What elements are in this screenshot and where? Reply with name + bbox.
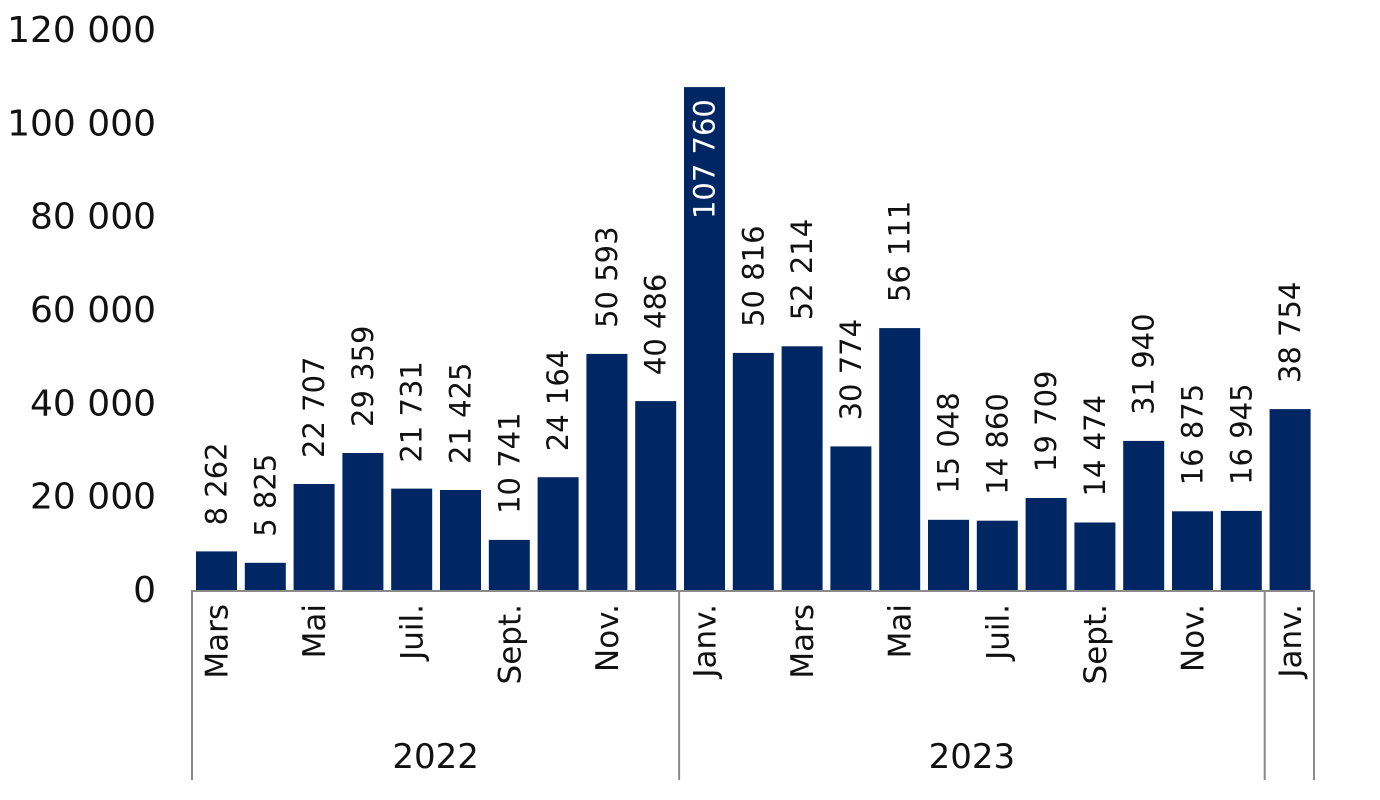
x-tick-label: Janv. (1273, 604, 1309, 680)
y-axis: 0 20 000 40 000 60 000 80 000 100 000 120 000 (7, 10, 156, 611)
bar (976, 520, 1018, 590)
bar (1025, 498, 1067, 590)
bar-value-label: 56 111 (883, 201, 917, 302)
x-tick-label: Mars (785, 604, 821, 679)
bar (1220, 510, 1262, 590)
bar-value-label: 50 816 (736, 225, 770, 326)
bar-value-label: 31 940 (1127, 313, 1161, 414)
x-axis: Mars Mai Juil. Sept. Nov. Janv. Mars Mai Juil. Se… (191, 590, 1315, 780)
bar (440, 490, 481, 590)
bar-value-label: 16 875 (1176, 384, 1210, 485)
x-tick-label: Mars (200, 604, 236, 679)
bar (293, 484, 335, 590)
bar (196, 551, 237, 590)
bar-value-label: 24 164 (541, 350, 575, 451)
bar-value-label: 22 707 (297, 357, 331, 458)
y-tick-label: 40 000 (30, 383, 156, 424)
bar (488, 539, 530, 590)
bar (1074, 522, 1116, 590)
x-tick-label: Nov. (1176, 604, 1212, 672)
bar-value-label: 52 214 (785, 219, 819, 320)
bar-value-label: 19 709 (1029, 371, 1063, 472)
x-tick-label: Sept. (492, 604, 528, 684)
bar (684, 87, 725, 590)
bar-value-label: 40 486 (639, 274, 673, 375)
bar-value-label: 8 262 (200, 442, 234, 525)
bar-value-label: 15 048 (932, 392, 966, 493)
bar (391, 488, 433, 590)
y-tick-label: 60 000 (30, 290, 156, 331)
bar-value-label: 14 474 (1078, 395, 1112, 496)
bar-value-label: 5 825 (248, 454, 282, 537)
bar (342, 453, 384, 590)
y-tick-label: 100 000 (7, 103, 156, 144)
bar (732, 352, 774, 590)
bar-value-label: 50 593 (590, 226, 624, 327)
y-tick-label: 80 000 (30, 197, 156, 238)
bar-value-label: 10 741 (492, 412, 526, 513)
bar (244, 562, 286, 590)
y-tick-label: 120 000 (7, 10, 156, 51)
bar-value-label: 30 774 (834, 319, 868, 420)
bar (928, 519, 969, 590)
x-tick-label: Sept. (1078, 604, 1114, 684)
bar (635, 401, 677, 590)
x-tick-label: Juil. (395, 604, 431, 662)
bar-value-label: 14 860 (980, 393, 1014, 494)
year-group-label: 2022 (392, 737, 479, 777)
bar (830, 446, 872, 590)
bar-value-label: 29 359 (346, 326, 380, 427)
bar-value-labels: 8 262 5 825 22 707 29 359 21 731 21 425 10 741… (200, 99, 1308, 537)
bar (879, 328, 921, 590)
bars (196, 87, 1311, 591)
x-tick-label: Mai (297, 604, 333, 658)
bar (537, 477, 579, 590)
bar (1269, 409, 1311, 590)
bar-value-label: 16 945 (1224, 383, 1258, 484)
bar (781, 346, 823, 590)
bar-value-label: 21 731 (395, 361, 429, 462)
bar-value-label: 21 425 (444, 363, 478, 464)
bar (1172, 511, 1213, 591)
bar (586, 353, 628, 590)
x-tick-label: Nov. (590, 604, 626, 672)
x-tick-label: Juil. (980, 604, 1016, 662)
y-tick-label: 0 (133, 570, 156, 611)
bar-value-label: 38 754 (1273, 282, 1307, 383)
x-tick-label: Janv. (688, 604, 724, 680)
year-group-label: 2023 (929, 737, 1016, 777)
bar-value-label: 107 760 (688, 99, 722, 219)
x-tick-label: Mai (883, 604, 919, 658)
y-tick-label: 20 000 (30, 477, 156, 518)
bar (1123, 440, 1165, 590)
